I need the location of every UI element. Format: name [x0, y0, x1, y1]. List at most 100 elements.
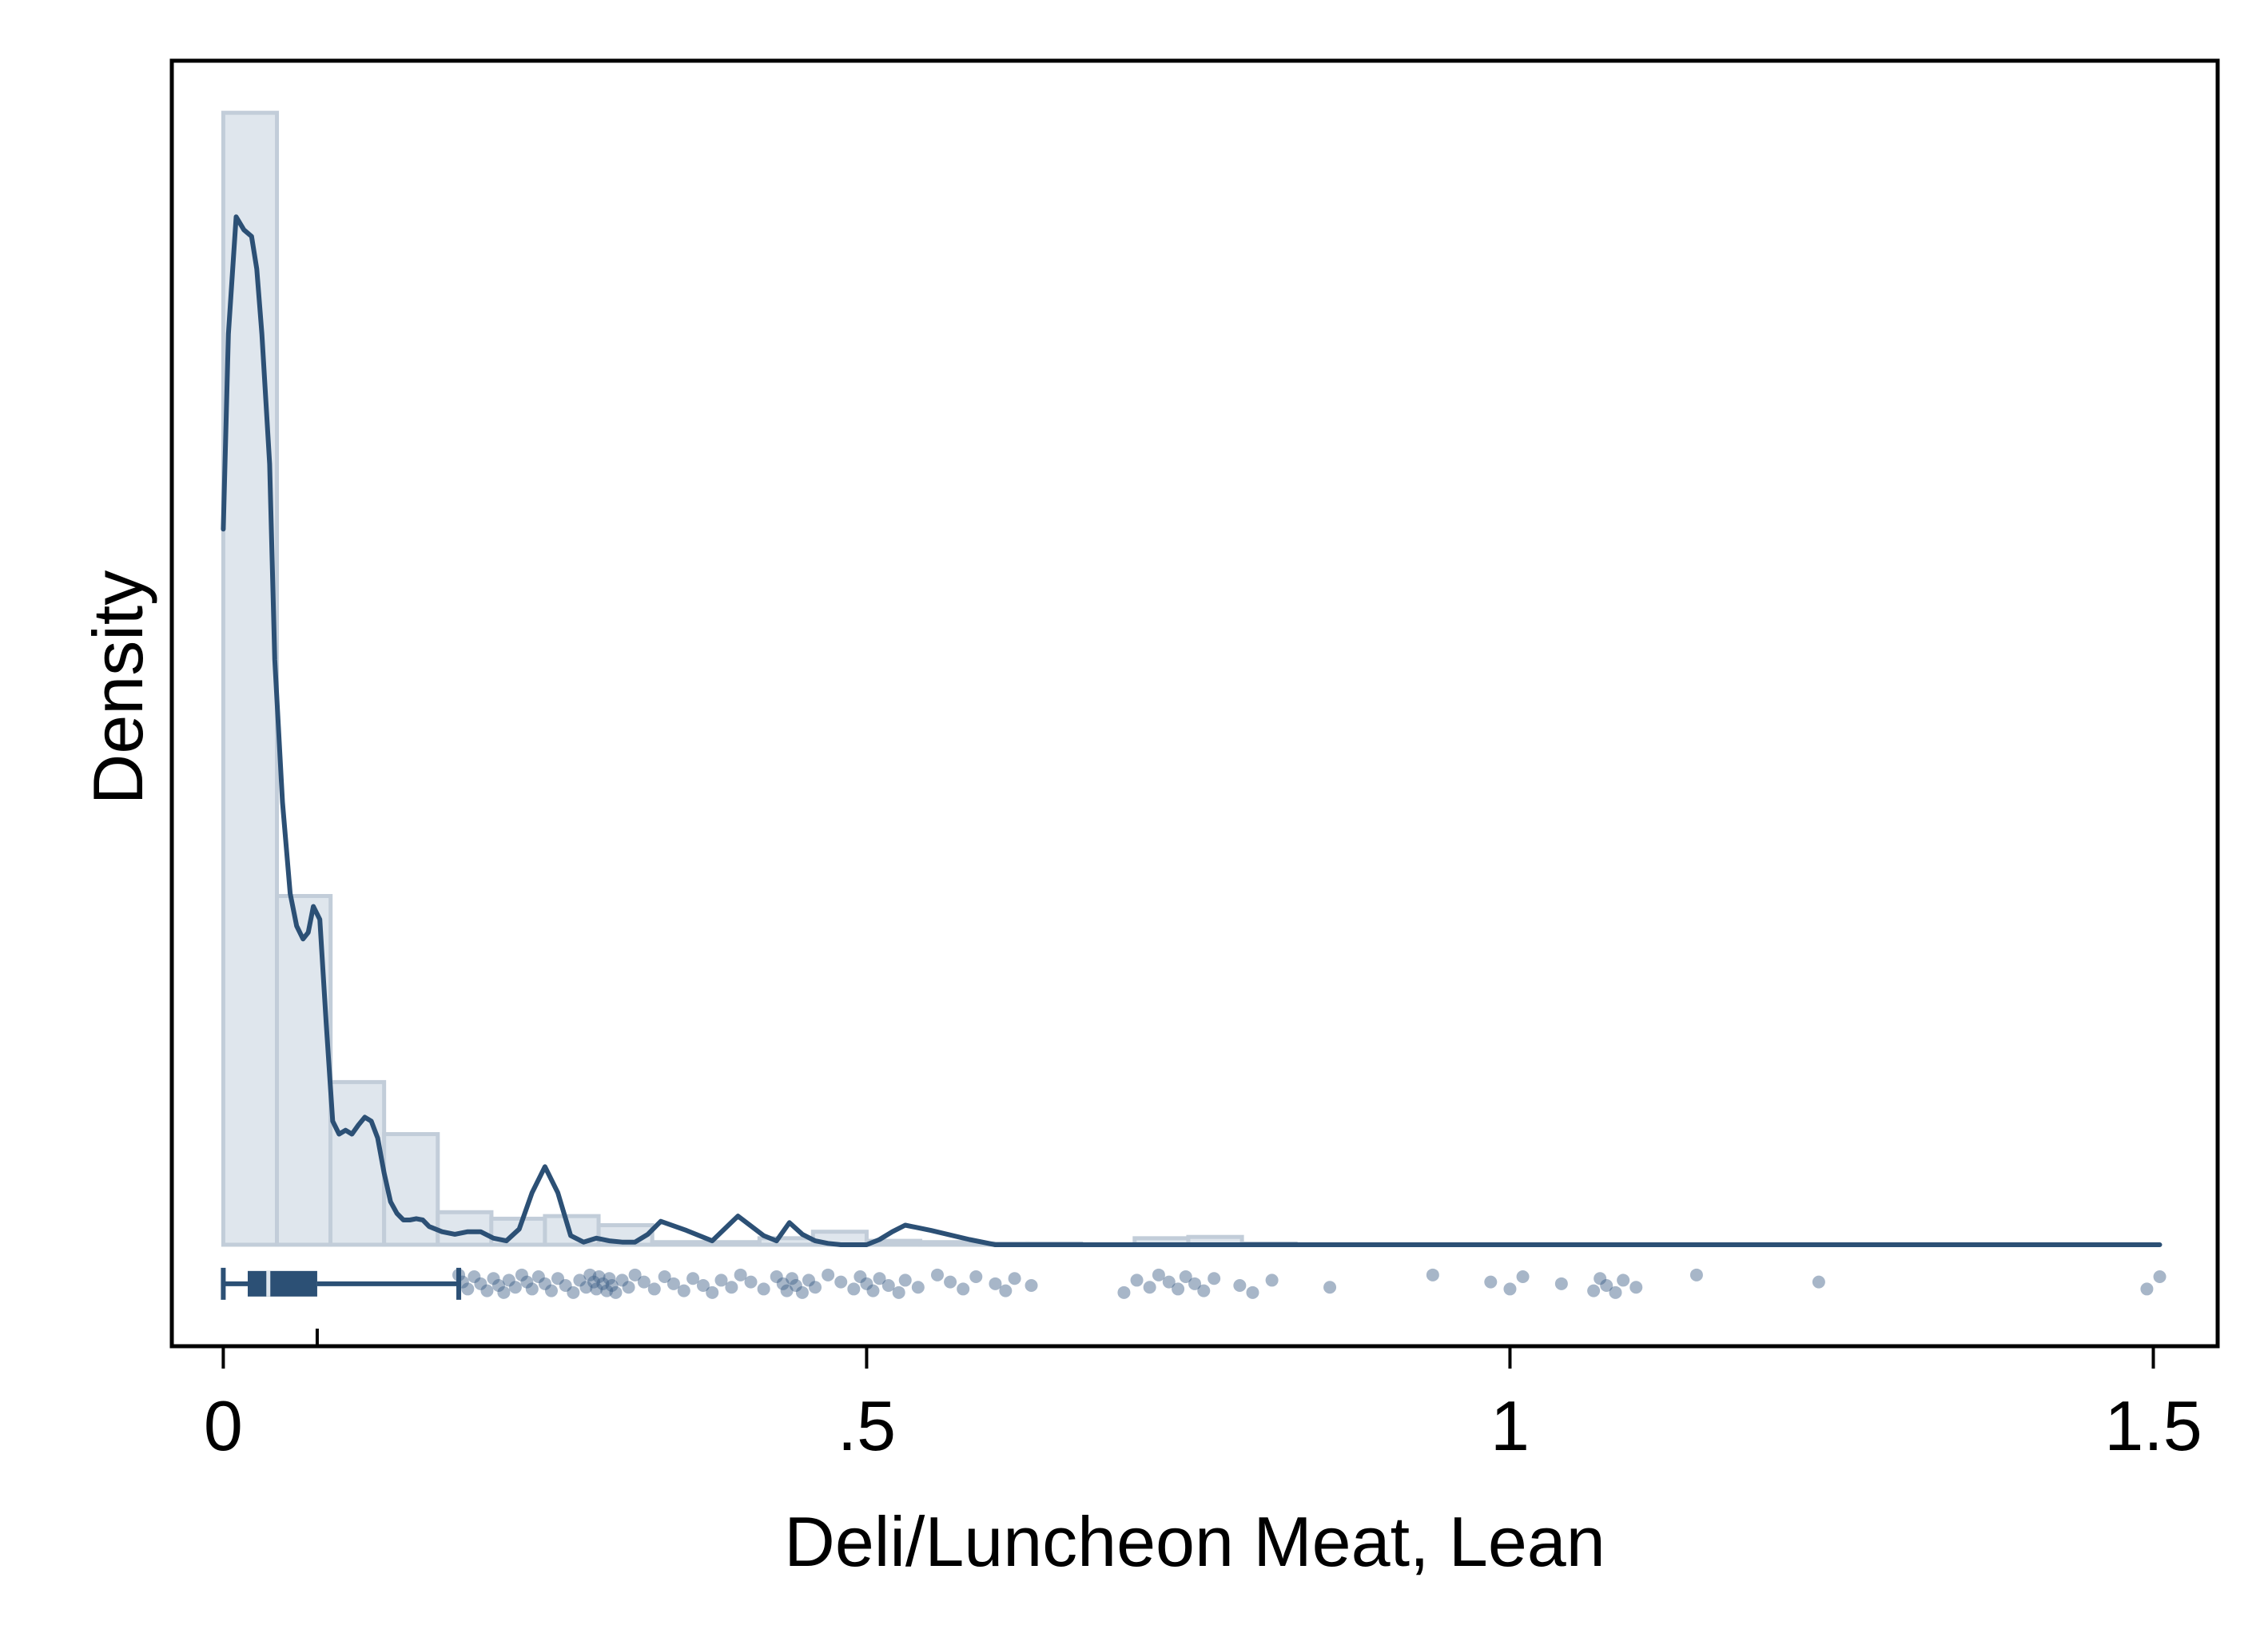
strip-point [892, 1285, 905, 1299]
strip-point [847, 1282, 861, 1296]
strip-point [583, 1268, 597, 1281]
strip-point [1617, 1274, 1630, 1287]
x-tick-label: 0 [204, 1386, 243, 1465]
strip-point [706, 1285, 719, 1299]
histogram-bar [328, 1079, 387, 1247]
strip-point [1025, 1279, 1038, 1293]
histogram-bar [436, 1210, 494, 1247]
strip-point [487, 1272, 500, 1285]
strip-point [1130, 1274, 1144, 1287]
strip-point [866, 1284, 880, 1297]
strip-point [744, 1275, 758, 1289]
strip-point [686, 1272, 700, 1285]
strip-point [1197, 1284, 1211, 1297]
strip-point [786, 1272, 799, 1285]
density-curve-group [221, 214, 2163, 1247]
strip-point [1689, 1268, 1703, 1281]
strip-point [2140, 1282, 2154, 1296]
strip-point [579, 1281, 593, 1294]
strip-point [600, 1284, 614, 1297]
strip-point [1265, 1274, 1279, 1287]
strip-point [802, 1274, 815, 1287]
histogram-bar [650, 1240, 708, 1247]
x-tick-label: 1.5 [2104, 1386, 2202, 1465]
strip-point [696, 1279, 710, 1293]
strip-point [474, 1277, 487, 1290]
x-tick-label: .5 [838, 1386, 896, 1465]
strip-point [1629, 1281, 1643, 1294]
strip-point [609, 1285, 623, 1299]
strip-point [1117, 1285, 1131, 1299]
strip-point [497, 1285, 511, 1299]
strip-point [468, 1270, 481, 1284]
strip-point [957, 1282, 970, 1296]
boxplot [221, 1267, 462, 1300]
strip-point [969, 1270, 983, 1284]
strip-point [491, 1279, 505, 1293]
strip-point [1426, 1268, 1439, 1281]
strip-point [520, 1275, 534, 1289]
histogram-bars [221, 110, 1298, 1247]
strip-point [637, 1275, 651, 1289]
strip-point [567, 1285, 580, 1299]
strip-point [944, 1275, 957, 1289]
x-axis-ticks: 0 .5 1 1.5 [204, 1329, 2202, 1465]
strip-point [658, 1270, 671, 1284]
strip-point [573, 1274, 587, 1287]
strip-point [596, 1277, 610, 1290]
strip-point [809, 1281, 822, 1294]
strip-point [1143, 1281, 1156, 1294]
strip-point [531, 1270, 545, 1284]
strip-point [757, 1282, 770, 1296]
strip-point [502, 1274, 515, 1287]
strip-point [834, 1275, 848, 1289]
strip-point [628, 1268, 642, 1281]
strip-point [1208, 1272, 1221, 1285]
strip-point [873, 1272, 886, 1285]
strip-point [853, 1270, 867, 1284]
x-tick-label: 1 [1490, 1386, 1530, 1465]
strip-point [1188, 1277, 1201, 1290]
strip-point [898, 1274, 912, 1287]
strip-point [2153, 1270, 2167, 1284]
strip-point [860, 1277, 873, 1290]
strip-point [999, 1284, 1013, 1297]
strip-point [603, 1272, 616, 1285]
strip-point [1323, 1281, 1337, 1294]
strip-point [1609, 1285, 1622, 1299]
strip-point [911, 1281, 925, 1294]
boxplot-box [247, 1270, 317, 1297]
strip-point [930, 1268, 944, 1281]
strip-point [1246, 1285, 1259, 1299]
strip-point [559, 1279, 572, 1293]
strip-points [452, 1268, 2167, 1299]
strip-point [770, 1270, 783, 1284]
histogram-bar [918, 1240, 977, 1247]
strip-point [776, 1277, 790, 1290]
strip-point [1516, 1270, 1530, 1284]
strip-point [647, 1282, 661, 1296]
strip-point [1233, 1279, 1247, 1293]
strip-point [544, 1284, 558, 1297]
x-axis-label: Deli/Luncheon Meat, Lean [784, 1502, 1605, 1581]
strip-point [725, 1281, 738, 1294]
strip-point [989, 1277, 1002, 1290]
strip-point [515, 1268, 528, 1281]
strip-point [605, 1279, 619, 1293]
strip-point [780, 1284, 794, 1297]
plot-frame [169, 58, 2220, 1349]
strip-point [592, 1270, 606, 1284]
density-curve [221, 214, 2163, 1247]
strip-point [590, 1282, 603, 1296]
strip-point [1162, 1275, 1176, 1289]
strip-point [1503, 1282, 1517, 1296]
strip-point [795, 1285, 809, 1299]
strip-point [1179, 1270, 1192, 1284]
strip-point [822, 1268, 835, 1281]
strip-point [666, 1277, 680, 1290]
strip-point [1484, 1275, 1498, 1289]
strip-point [587, 1275, 601, 1289]
strip-point [881, 1279, 895, 1293]
